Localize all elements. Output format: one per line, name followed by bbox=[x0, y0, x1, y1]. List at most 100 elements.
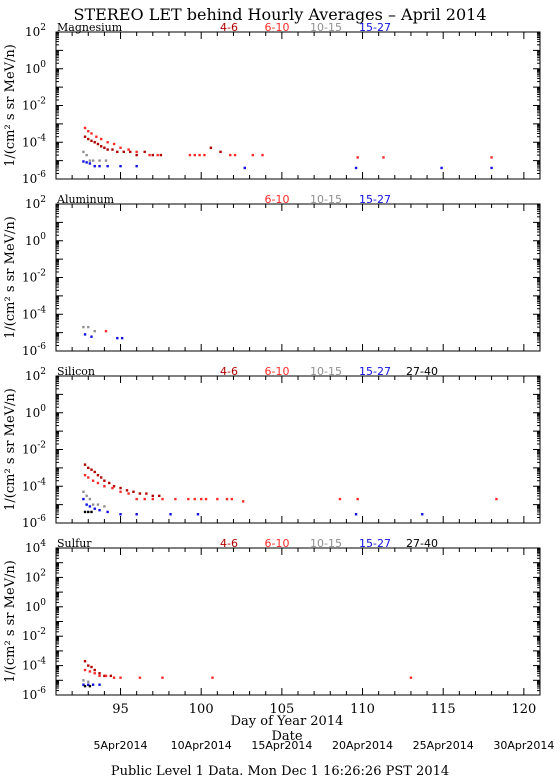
data-point-4-6 bbox=[83, 463, 87, 466]
data-point-4-6 bbox=[219, 150, 222, 154]
data-point-15-27 bbox=[119, 513, 122, 516]
panel-title: Aluminum bbox=[56, 193, 115, 206]
data-point-6-10 bbox=[119, 676, 122, 679]
data-point-6-10 bbox=[119, 490, 122, 493]
data-point-6-10 bbox=[338, 497, 342, 501]
data-point-4-6 bbox=[145, 492, 148, 495]
data-point-4-6 bbox=[111, 148, 114, 151]
data-point-6-10 bbox=[409, 676, 413, 679]
data-point-27-40 bbox=[88, 684, 92, 688]
data-point-6-10 bbox=[87, 476, 90, 479]
data-point-6-10 bbox=[135, 497, 138, 501]
data-point-6-10 bbox=[104, 329, 108, 333]
data-point-15-27 bbox=[93, 164, 96, 168]
data-point-6-10 bbox=[211, 676, 214, 679]
data-point-4-6 bbox=[103, 674, 106, 678]
data-point-15-27 bbox=[82, 683, 85, 686]
y-tick-label: 102 bbox=[25, 568, 46, 584]
y-tick-label: 102 bbox=[25, 195, 46, 211]
data-point-4-6 bbox=[119, 486, 122, 490]
data-point-10-15 bbox=[82, 490, 85, 493]
y-tick-label: 10-6 bbox=[22, 170, 46, 186]
data-point-15-27 bbox=[98, 508, 101, 512]
data-point-6-10 bbox=[83, 473, 87, 477]
data-point-6-10 bbox=[356, 156, 359, 159]
legend-entry-4-6: 4-6 bbox=[220, 537, 238, 550]
x-tick-label: 110 bbox=[350, 702, 375, 717]
data-point-6-10 bbox=[112, 142, 116, 146]
data-point-6-10 bbox=[187, 497, 190, 501]
data-point-15-27 bbox=[196, 513, 200, 516]
data-point-6-10 bbox=[490, 156, 493, 159]
legend-entry-4-6: 4-6 bbox=[220, 365, 238, 378]
data-point-4-6 bbox=[83, 659, 87, 663]
data-point-6-10 bbox=[138, 676, 142, 679]
y-tick-label: 102 bbox=[25, 367, 46, 383]
legend-entry-15-27: 15-27 bbox=[359, 365, 391, 378]
data-point-4-6 bbox=[87, 664, 90, 667]
plot-frame bbox=[55, 375, 541, 524]
data-point-6-10 bbox=[98, 674, 101, 678]
data-point-15-27 bbox=[135, 513, 138, 516]
legend-entry-6-10: 6-10 bbox=[265, 365, 290, 378]
y-axis-label: 1/(cm² s sr MeV/n) bbox=[3, 560, 18, 683]
data-point-6-10 bbox=[96, 481, 100, 485]
data-point-15-27 bbox=[90, 335, 93, 338]
y-tick-label: 10-2 bbox=[22, 441, 46, 457]
data-point-15-27 bbox=[106, 164, 109, 168]
data-point-15-27 bbox=[490, 166, 493, 170]
data-point-6-10 bbox=[188, 153, 192, 157]
x-axis-label-date: Date bbox=[271, 729, 302, 744]
data-point-15-27 bbox=[82, 497, 85, 501]
data-point-6-10 bbox=[261, 153, 264, 157]
data-point-6-10 bbox=[87, 129, 90, 133]
data-point-6-10 bbox=[112, 676, 116, 679]
date-axis: 5Apr2014 10Apr2014 15Apr2014 20Apr2014 25Apr… bbox=[94, 739, 555, 752]
data-point-15-27 bbox=[85, 503, 88, 506]
data-point-4-6 bbox=[151, 494, 154, 498]
data-point-6-10 bbox=[103, 485, 106, 488]
data-point-6-10 bbox=[161, 676, 164, 679]
data-point-4-6 bbox=[112, 485, 116, 488]
data-point-15-27 bbox=[88, 505, 92, 508]
legend-entry-10-15: 10-15 bbox=[310, 365, 342, 378]
data-point-10-15 bbox=[88, 159, 92, 162]
data-point-6-10 bbox=[382, 156, 385, 159]
data-point-15-27 bbox=[135, 164, 138, 168]
data-point-6-10 bbox=[495, 497, 498, 501]
data-point-10-15 bbox=[82, 679, 85, 682]
y-axis-label: 1/(cm² s sr MeV/n) bbox=[3, 388, 18, 511]
data-point-15-27 bbox=[87, 683, 90, 686]
y-tick-label: 10-4 bbox=[22, 133, 46, 149]
data-point-6-10 bbox=[204, 497, 208, 501]
data-point-6-10 bbox=[99, 137, 103, 141]
data-point-4-6 bbox=[83, 135, 87, 138]
data-point-15-27 bbox=[106, 510, 109, 514]
data-point-10-15 bbox=[98, 159, 101, 162]
plot-frame bbox=[55, 203, 541, 352]
data-point-6-10 bbox=[104, 674, 108, 678]
data-point-4-6 bbox=[135, 153, 138, 157]
data-point-6-10 bbox=[93, 672, 96, 675]
data-point-6-10 bbox=[106, 141, 109, 144]
data-point-6-10 bbox=[230, 497, 234, 501]
legend-entry-15-27: 15-27 bbox=[359, 21, 391, 34]
data-point-4-6 bbox=[87, 466, 90, 470]
data-point-6-10 bbox=[193, 153, 196, 157]
data-point-4-6 bbox=[90, 468, 93, 471]
panel-magnesium: 10-6 10-4 10-2 100 102 1/(cm² s sr MeV/n) Magn… bbox=[3, 21, 541, 186]
x-axis-label-doy: Day of Year 2014 bbox=[231, 714, 344, 729]
data-point-15-27 bbox=[98, 683, 101, 686]
x-tick-label: 120 bbox=[511, 702, 536, 717]
y-tick-label: 100 bbox=[25, 598, 46, 614]
data-point-4-6 bbox=[99, 145, 103, 148]
legend-entry-4-6: 4-6 bbox=[220, 21, 238, 34]
data-point-4-6 bbox=[93, 668, 96, 672]
y-tick-label: 100 bbox=[25, 404, 46, 420]
data-point-15-27 bbox=[88, 162, 92, 165]
data-point-6-10 bbox=[111, 486, 114, 490]
x-tick-label: 100 bbox=[189, 702, 214, 717]
data-point-6-10 bbox=[216, 497, 219, 501]
data-point-15-27 bbox=[98, 164, 101, 168]
